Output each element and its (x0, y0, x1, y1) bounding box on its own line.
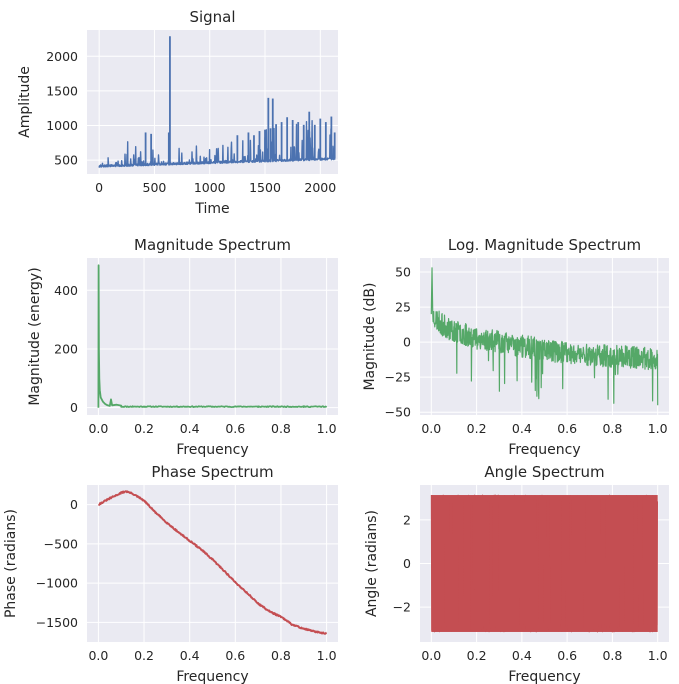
phase-line (98, 490, 328, 635)
x-tick-label: 0.4 (512, 421, 532, 436)
y-axis-label: Magnitude (dB) (362, 282, 378, 390)
plot-area (87, 258, 338, 415)
chart-title: Log. Magnitude Spectrum (448, 236, 641, 254)
y-tick-label: 0 (70, 400, 78, 415)
chart-phase: 0.0 0.2 0.4 0.6 0.8 1.0 −1500 −1000 −500 0 Frequen… (3, 463, 338, 684)
series-group (98, 490, 328, 635)
x-tick-label: 0.8 (271, 421, 291, 436)
chart-signal: 0 500 1000 1500 2000 500 1000 1500 2000 Time Ampli… (17, 8, 338, 217)
y-tick-label: 400 (54, 283, 78, 298)
x-tick-label: 0.6 (225, 421, 245, 436)
chart-log-magnitude: 0.0 0.2 0.4 0.6 0.8 1.0 −50 −25 0 25 50 Frequency Ma… (362, 236, 669, 458)
x-tick-label: 0.2 (467, 421, 487, 436)
x-tick-label: 0.4 (512, 648, 532, 663)
y-tick-label: 1000 (46, 118, 78, 133)
x-tick-label: 1.0 (648, 421, 668, 436)
chart-title: Angle Spectrum (484, 463, 604, 481)
x-tick-label: 1.0 (648, 648, 668, 663)
y-tick-label: 25 (395, 300, 411, 315)
angle-line (430, 494, 658, 633)
x-tick-label: 0.8 (602, 421, 622, 436)
x-tick-label: 0.0 (421, 648, 441, 663)
x-tick-label: 1.0 (317, 421, 337, 436)
x-tick-label: 0.4 (180, 648, 200, 663)
series-group (430, 267, 659, 406)
x-tick-label: 1.0 (317, 648, 337, 663)
y-tick-label: −50 (385, 405, 411, 420)
y-tick-label: 0 (70, 497, 78, 512)
x-tick-label: 1500 (249, 180, 281, 195)
series-group (430, 494, 658, 633)
y-tick-label: −25 (385, 370, 411, 385)
y-tick-label: 50 (395, 265, 411, 280)
signal-line (98, 119, 336, 168)
plot-area (87, 30, 338, 174)
x-tick-label: 1000 (194, 180, 226, 195)
y-tick-label: 2000 (46, 49, 78, 64)
x-axis-label: Time (194, 201, 229, 217)
x-tick-label: 0.0 (88, 648, 108, 663)
x-tick-label: 0.6 (557, 648, 577, 663)
y-tick-label: 0 (403, 335, 411, 350)
series-group (97, 264, 328, 409)
x-axis-label: Frequency (176, 669, 248, 684)
y-tick-label: 2 (403, 512, 411, 527)
x-tick-label: 0.8 (602, 648, 622, 663)
chart-title: Magnitude Spectrum (134, 236, 291, 254)
x-axis-label: Frequency (176, 442, 248, 458)
series-group (98, 36, 336, 168)
x-tick-label: 0.2 (134, 421, 154, 436)
x-axis-label: Frequency (508, 442, 580, 458)
y-tick-label: 500 (54, 153, 78, 168)
x-tick-label: 0.0 (421, 421, 441, 436)
x-tick-label: 0.8 (271, 648, 291, 663)
y-axis-label: Phase (radians) (3, 509, 19, 618)
log-magnitude-line (430, 267, 659, 406)
x-axis-label: Frequency (508, 669, 580, 684)
y-axis-label: Angle (radians) (364, 510, 380, 617)
x-tick-label: 2000 (304, 180, 336, 195)
x-tick-label: 0.6 (557, 421, 577, 436)
chart-title: Phase Spectrum (151, 463, 273, 481)
y-tick-label: 0 (403, 556, 411, 571)
y-tick-label: 200 (54, 341, 78, 356)
x-tick-label: 0.0 (88, 421, 108, 436)
x-tick-label: 0.2 (134, 648, 154, 663)
y-tick-label: 1500 (46, 83, 78, 98)
chart-title: Signal (189, 8, 235, 26)
y-axis-label: Magnitude (energy) (27, 267, 43, 405)
y-tick-label: −1000 (36, 576, 78, 591)
x-tick-label: 500 (143, 180, 167, 195)
plot-area (87, 485, 338, 642)
x-tick-label: 0.2 (467, 648, 487, 663)
x-tick-label: 0.4 (180, 421, 200, 436)
x-tick-label: 0.6 (225, 648, 245, 663)
chart-magnitude: 0.0 0.2 0.4 0.6 0.8 1.0 0 200 400 Frequency Magnit… (27, 236, 338, 458)
chart-angle: 0.0 0.2 0.4 0.6 0.8 1.0 −2 0 2 Frequency Angle (ra… (364, 463, 669, 684)
y-axis-label: Amplitude (17, 66, 33, 138)
y-tick-label: −500 (44, 536, 78, 551)
x-tick-label: 0 (95, 180, 103, 195)
y-tick-label: −1500 (36, 615, 78, 630)
y-tick-label: −2 (393, 600, 411, 615)
magnitude-line (97, 264, 328, 409)
